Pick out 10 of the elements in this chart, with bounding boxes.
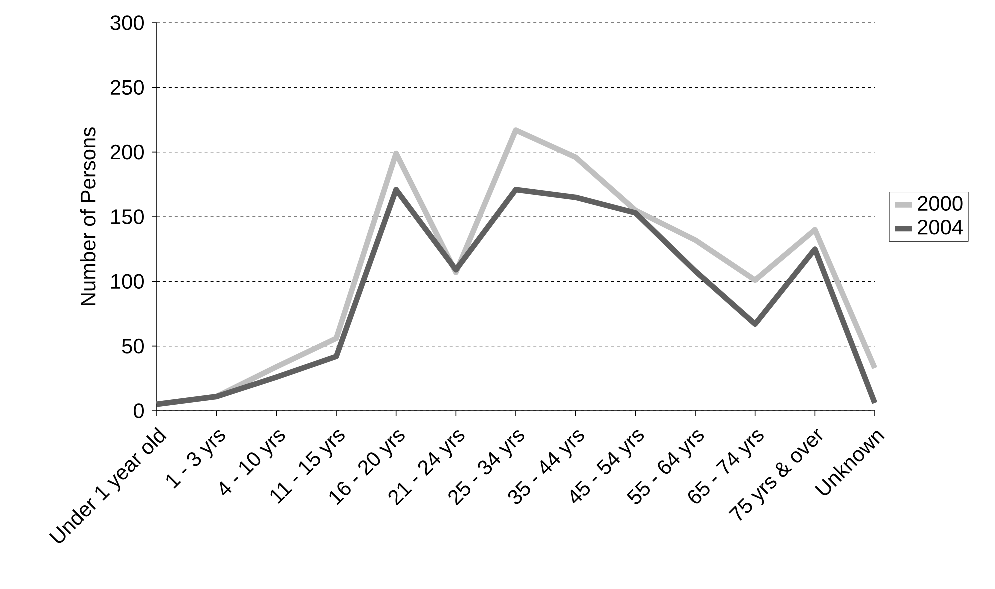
y-tick-label: 100 [112, 274, 144, 290]
y-tick-label: 200 [110, 144, 144, 160]
y-axis-title: Number of Persons [80, 128, 96, 306]
legend-label: 2004 [918, 220, 963, 235]
y-tick-label: 250 [110, 80, 144, 96]
y-tick-label: 300 [110, 16, 144, 30]
y-tick-label: 150 [112, 210, 144, 224]
y-tick-label: 0 [134, 404, 144, 418]
legend-label: 2000 [918, 196, 963, 212]
y-tick-label: 50 [122, 338, 144, 354]
